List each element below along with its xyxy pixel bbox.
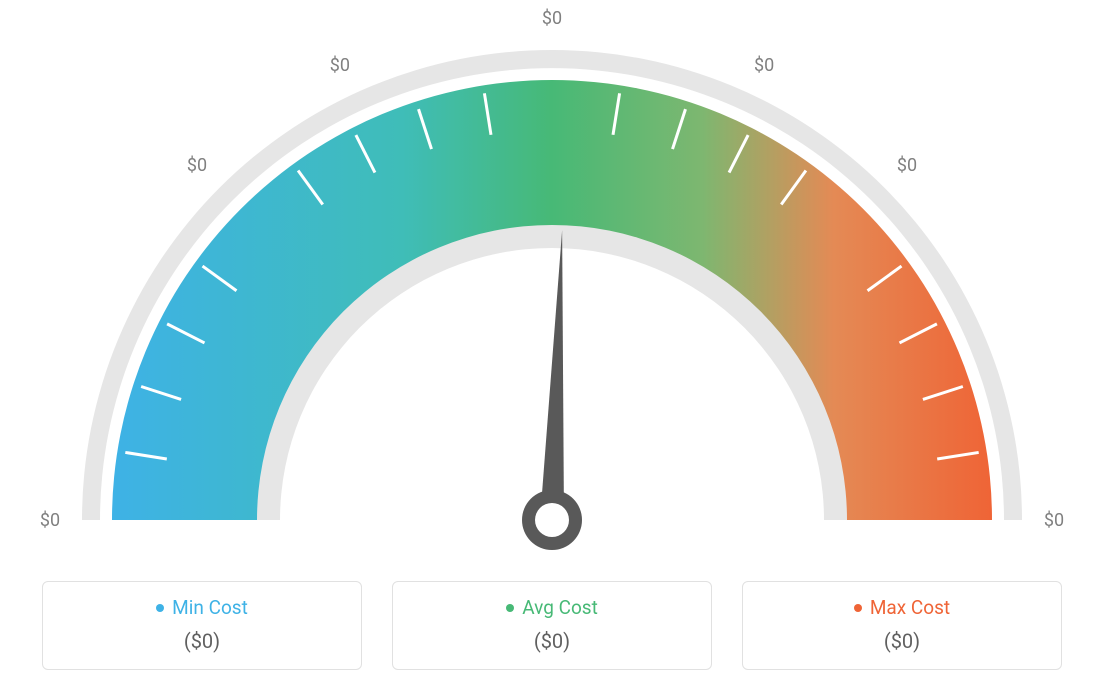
gauge-chart: $0 $0 $0 $0 $0 $0 $0: [0, 0, 1104, 560]
legend-card-max: Max Cost ($0): [742, 581, 1062, 670]
svg-text:$0: $0: [897, 155, 917, 176]
svg-text:$0: $0: [1044, 510, 1064, 531]
legend-title-max: Max Cost: [854, 596, 950, 619]
legend-value-avg: ($0): [413, 629, 691, 653]
svg-text:$0: $0: [40, 510, 60, 531]
legend-card-avg: Avg Cost ($0): [392, 581, 712, 670]
svg-text:$0: $0: [187, 155, 207, 176]
legend-label-max: Max Cost: [870, 596, 950, 619]
legend-row: Min Cost ($0) Avg Cost ($0) Max Cost ($0…: [0, 581, 1104, 670]
legend-dot-min: [156, 604, 164, 612]
legend-dot-avg: [506, 604, 514, 612]
legend-label-min: Min Cost: [172, 596, 248, 619]
legend-value-max: ($0): [763, 629, 1041, 653]
legend-card-min: Min Cost ($0): [42, 581, 362, 670]
svg-text:$0: $0: [542, 8, 562, 29]
legend-label-avg: Avg Cost: [522, 596, 598, 619]
legend-title-avg: Avg Cost: [506, 596, 598, 619]
svg-text:$0: $0: [330, 55, 350, 76]
legend-dot-max: [854, 604, 862, 612]
legend-title-min: Min Cost: [156, 596, 248, 619]
svg-text:$0: $0: [754, 55, 774, 76]
gauge-svg: $0 $0 $0 $0 $0 $0 $0: [0, 0, 1104, 560]
legend-value-min: ($0): [63, 629, 341, 653]
